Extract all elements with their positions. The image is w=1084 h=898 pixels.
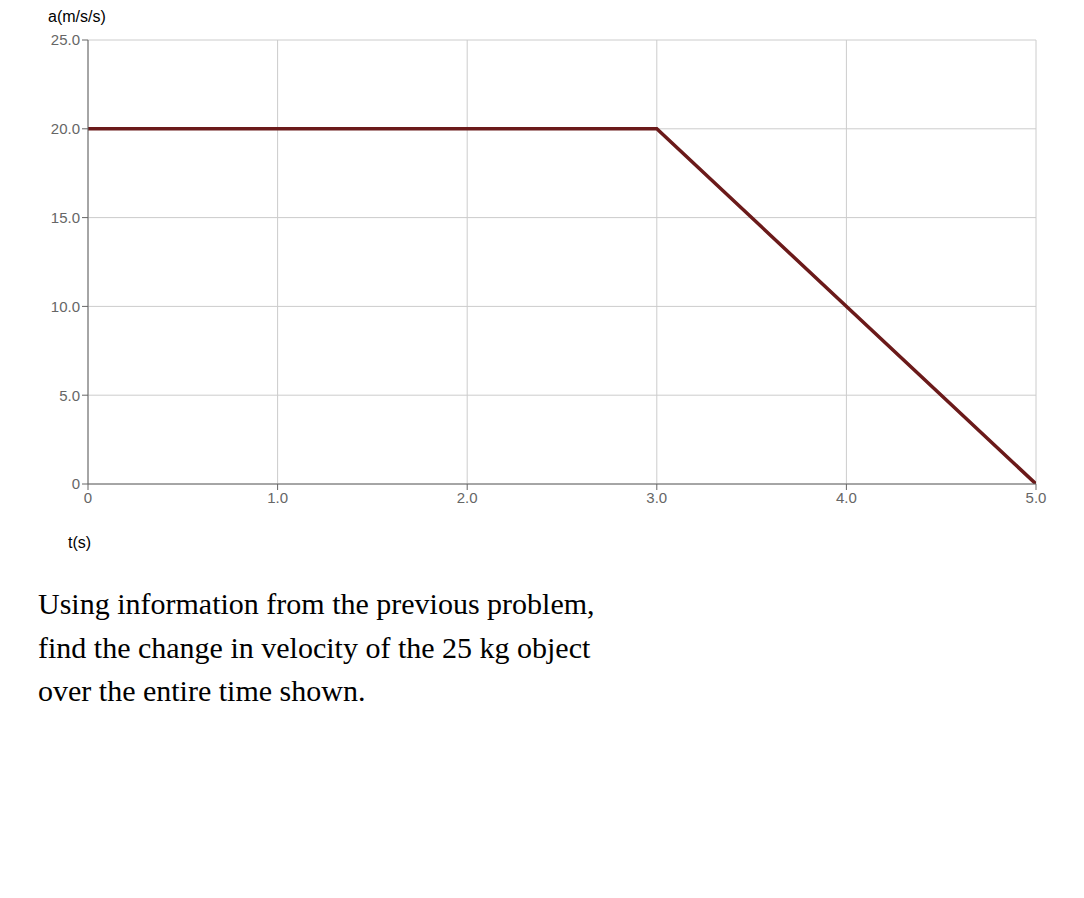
svg-text:10.0: 10.0 [51, 298, 80, 315]
html-text:t(s): t(s) [68, 534, 92, 551]
svg-text:15.0: 15.0 [51, 209, 80, 226]
html-text:a(m/s/s): a(m/s/s) [48, 8, 106, 25]
svg-text:5.0: 5.0 [59, 387, 80, 404]
svg-text:0: 0 [72, 475, 80, 492]
html-text:Using information from the pre: Using information from the previous prob… [38, 587, 595, 707]
svg-text:2.0: 2.0 [457, 489, 478, 506]
svg-text:0: 0 [84, 489, 92, 506]
svg-text:1.0: 1.0 [267, 489, 288, 506]
svg-text:5.0: 5.0 [1026, 489, 1047, 506]
svg-text:3.0: 3.0 [646, 489, 667, 506]
svg-text:25.0: 25.0 [51, 31, 80, 48]
svg-text:4.0: 4.0 [836, 489, 857, 506]
svg-text:20.0: 20.0 [51, 120, 80, 137]
